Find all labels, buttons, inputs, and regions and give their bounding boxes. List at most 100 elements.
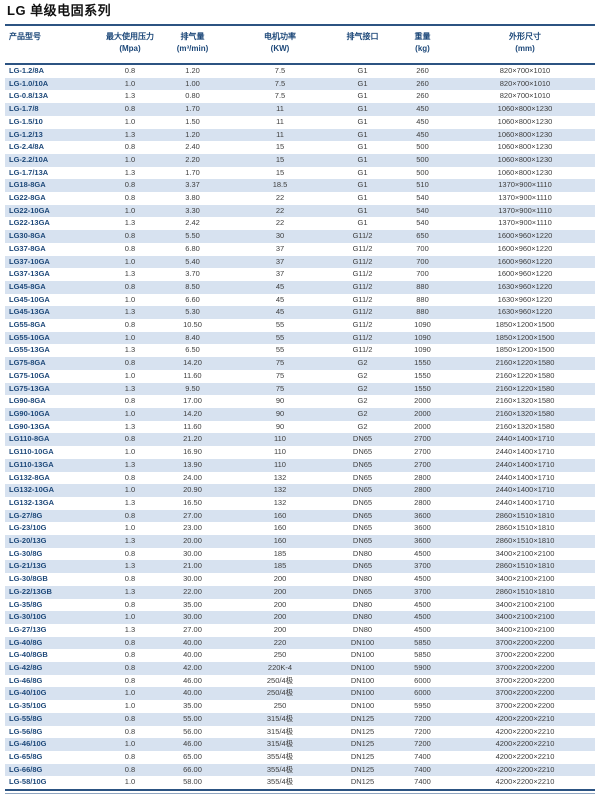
cell-displacement: 1.70 [185,167,200,177]
table-row: LG-30/10G 1.0 30.00 200 DN80 4500 3400×2100×21… [5,611,595,624]
cell-motor_power: 250 [273,650,287,660]
cell-outlet: G2 [357,358,368,368]
cell-max_pressure: 1.3 [124,536,136,546]
cell-motor_power: 250 [273,701,287,711]
cell-max_pressure: 0.8 [124,281,136,291]
cell-dimensions: 2440×1400×1710 [495,485,555,495]
cell-max_pressure: 0.8 [124,142,136,152]
cell-max_pressure: 0.8 [124,751,136,761]
cell-displacement: 8.50 [185,281,200,291]
cell-motor_power: 250/4极 [266,675,294,685]
cell-motor_power: 37 [275,243,285,253]
cell-max_pressure: 0.8 [124,396,136,406]
cell-motor_power: 355/4极 [266,764,294,774]
cell-weight: 7200 [414,739,431,749]
table-row: LG30-8GA 0.8 5.50 30 G11/2 650 1600×960×1220 [5,230,595,243]
table-row: LG-30/8GB 0.8 30.00 200 DN80 4500 3400×2100×21… [5,573,595,586]
cell-dimensions: 2160×1320×1580 [495,408,555,418]
cell-model: LG-66/8G [9,764,43,774]
cell-outlet: DN65 [352,459,373,469]
cell-weight: 260 [416,78,429,88]
cell-model: LG-1.2/8A [9,66,45,75]
cell-dimensions: 1060×800×1230 [497,129,553,139]
cell-motor_power: 220 [273,637,287,647]
cell-motor_power: 45 [275,307,285,317]
table-row: LG55-13GA 1.3 6.50 55 G11/2 1090 1850×1200×150… [5,344,595,358]
cell-displacement: 1.70 [185,104,200,114]
cell-dimensions: 1630×960×1220 [497,307,553,317]
cell-max_pressure: 1.3 [124,269,136,279]
table-row: LG55-10GA 1.0 8.40 55 G11/2 1090 1850×1200×150… [5,331,595,345]
cell-displacement: 30.00 [183,612,202,622]
cell-outlet: G11/2 [352,231,373,241]
cell-model: LG-27/13G [9,624,47,634]
cell-dimensions: 3700×2200×2200 [495,663,555,673]
table-row: LG-1.0/10A 1.0 1.00 7.5 G1 260 820×700×1010 [5,77,595,91]
cell-model: LG-56/8G [9,726,43,736]
cell-model: LG22-10GA [9,205,50,215]
cell-weight: 650 [416,231,429,241]
cell-outlet: G11/2 [352,320,373,330]
cell-motor_power: 22 [275,193,285,203]
cell-dimensions: 2440×1400×1710 [495,447,555,457]
cell-weight: 4500 [414,548,431,558]
cell-weight: 700 [416,256,429,266]
cell-dimensions: 1850×1200×1500 [495,320,555,330]
cell-displacement: 30.00 [183,574,202,584]
cell-displacement: 40.00 [183,688,202,698]
cell-dimensions: 2160×1220×1580 [495,358,555,368]
cell-max_pressure: 0.8 [124,434,136,444]
cell-model: LG-30/8GB [9,574,48,584]
cell-displacement: 16.50 [183,497,202,507]
table-row: LG45-10GA 1.0 6.60 45 G11/2 880 1630×960×1220 [5,293,595,307]
table-row: LG-21/13G 1.3 21.00 185 DN65 3700 2860×1510×18… [5,560,595,574]
cell-model: LG132-8GA [9,472,50,482]
cell-displacement: 5.40 [185,256,200,266]
cell-max_pressure: 0.8 [124,599,136,609]
cell-outlet: DN80 [352,612,373,622]
cell-outlet: G1 [357,180,368,190]
table-row: LG-35/8G 0.8 35.00 200 DN80 4500 3400×2100×210… [5,598,595,612]
cell-outlet: G1 [357,91,368,101]
cell-motor_power: 200 [273,574,287,584]
cell-displacement: 13.90 [183,459,202,469]
cell-weight: 1550 [414,370,431,380]
cell-model: LG55-13GA [9,345,50,355]
cell-model: LG22-13GA [9,218,50,228]
cell-max_pressure: 0.8 [124,663,136,673]
cell-displacement: 56.00 [183,726,202,736]
cell-dimensions: 1370×900×1110 [498,193,552,203]
cell-dimensions: 2860×1510×1810 [495,510,555,520]
cell-outlet: DN100 [350,701,375,711]
table-row: LG132-8GA 0.8 24.00 132 DN65 2800 2440×1400×17… [5,471,595,485]
cell-outlet: G11/2 [352,307,373,317]
cell-model: LG110-13GA [9,459,54,469]
cell-motor_power: 200 [273,586,287,596]
cell-dimensions: 2160×1320×1580 [495,421,555,431]
cell-weight: 7400 [414,751,431,761]
cell-dimensions: 4200×2200×2210 [495,713,555,723]
table-row: LG-2.4/8A 0.8 2.40 15 G1 500 1060×800×1230 [5,141,595,154]
cell-max_pressure: 1.3 [124,561,136,571]
cell-displacement: 2.42 [185,218,200,228]
cell-outlet: G2 [357,421,368,431]
table-row: LG110-8GA 0.8 21.20 110 DN65 2700 2440×1400×17… [5,433,595,447]
cell-model: LG-2.4/8A [9,142,45,152]
cell-model: LG-40/10G [9,688,47,698]
cell-weight: 1550 [414,358,431,368]
cell-dimensions: 1600×960×1220 [497,231,553,241]
cell-weight: 7200 [414,713,431,723]
cell-displacement: 5.50 [185,231,200,241]
cell-motor_power: 132 [273,472,287,482]
cell-dimensions: 1850×1200×1500 [495,332,555,342]
cell-motor_power: 11 [276,104,284,114]
header-row: 产品型号 最大使用压力 (Mpa) 排气量 (m³/min) 电机功率 (KW) 排气接口 重量… [5,25,595,65]
cell-outlet: DN125 [350,777,375,787]
table-row: LG37-10GA 1.0 5.40 37 G11/2 700 1600×960×1220 [5,255,595,269]
cell-dimensions: 1060×800×1230 [497,167,553,177]
cell-motor_power: 90 [275,408,285,418]
cell-weight: 450 [416,116,429,126]
cell-dimensions: 3400×2100×2100 [495,574,555,584]
cell-outlet: DN125 [350,764,375,774]
cell-outlet: DN65 [352,586,373,596]
